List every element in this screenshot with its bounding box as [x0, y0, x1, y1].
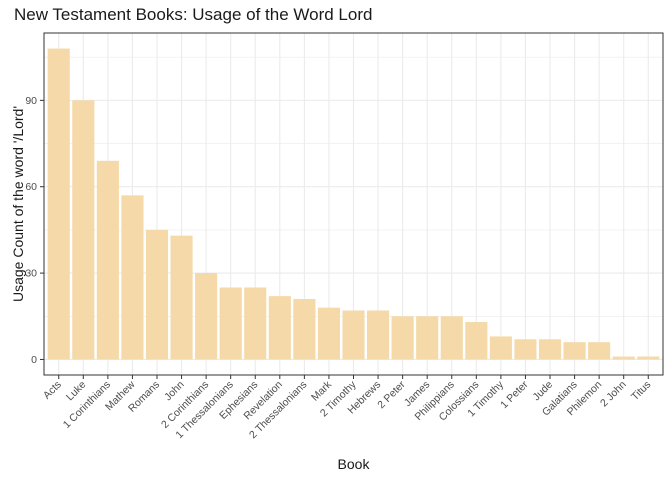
bar-mark [317, 307, 340, 360]
bar-galatians [563, 342, 586, 360]
bar-philemon [588, 342, 611, 360]
bar-john [170, 235, 193, 360]
bar-jude [538, 339, 562, 360]
x-axis-title: Book [338, 456, 371, 472]
y-axis: 0 30 60 90 [25, 95, 44, 366]
bar-2-corinthians [195, 273, 218, 360]
bar-revelation [268, 296, 291, 360]
y-axis-title: Usage Count of the word '/Lord' [10, 106, 26, 302]
bars [47, 48, 660, 360]
bar-hebrews [367, 310, 390, 360]
bar-ephesians [244, 287, 267, 360]
x-tick-label: Acts [41, 379, 64, 402]
bar-2-peter [391, 316, 414, 360]
bar-1-corinthians [96, 160, 119, 360]
bar-philippians [440, 316, 463, 360]
bar-1-thessalonians [219, 287, 242, 360]
y-tick-label: 0 [31, 354, 37, 366]
bar-acts [47, 48, 70, 360]
y-tick-label: 30 [25, 268, 37, 280]
x-tick-label: Titus [629, 379, 653, 403]
bar-1-peter [514, 339, 537, 360]
chart-title: New Testament Books: Usage of the Word L… [14, 5, 373, 24]
x-tick-label: 2 Peter [375, 378, 408, 411]
bar-luke [72, 100, 95, 360]
bar-james [416, 316, 439, 360]
x-tick-label: 2 John [598, 379, 629, 410]
y-tick-label: 90 [25, 95, 37, 107]
bar-2-timothy [342, 310, 365, 360]
bar-2-thessalonians [293, 299, 316, 360]
bar-colossians [465, 322, 488, 360]
bar-mathew [121, 195, 144, 360]
bar-2-john [612, 356, 635, 360]
bar-romans [145, 229, 169, 360]
bar-titus [637, 356, 660, 360]
y-tick-label: 60 [25, 181, 37, 193]
bar-1-timothy [489, 336, 512, 360]
x-tick-label: 1 Peter [498, 378, 531, 411]
